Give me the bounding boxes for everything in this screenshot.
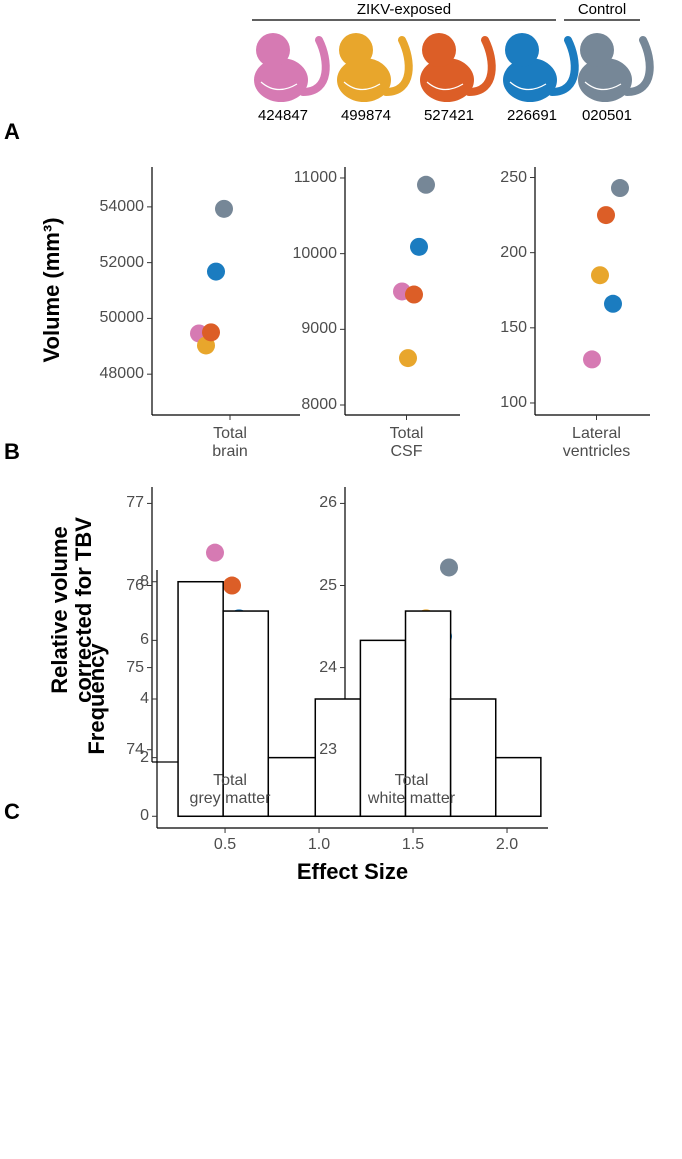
monkey-head (580, 33, 614, 67)
x-tick-label: 0.5 (213, 836, 237, 853)
monkey-body (420, 58, 474, 102)
monkey-head (505, 33, 539, 67)
x-axis-label: Effect Size (296, 859, 409, 884)
point (611, 179, 629, 198)
point (223, 576, 241, 595)
monkey-tail (623, 36, 654, 96)
y-tick-label: 76 (126, 576, 144, 594)
point (405, 285, 423, 304)
y-axis-label: Volume (mm³) (38, 217, 64, 363)
y-tick-label: 250 (500, 168, 527, 186)
y-tick-label: 100 (500, 394, 527, 412)
legend-id: 424847 (257, 106, 309, 124)
point (215, 199, 233, 218)
bar (449, 698, 497, 818)
monkey-tail (382, 36, 413, 96)
x-tick-label: 2.0 (495, 836, 519, 853)
y-tick-label: 74 (126, 740, 144, 758)
y-tick-label: 75 (126, 658, 144, 676)
monkey-arm (426, 81, 464, 91)
point (206, 543, 224, 562)
y-tick-label: 8000 (301, 396, 337, 414)
monkey-head (422, 33, 456, 67)
x-tick-label: 1.5 (401, 836, 425, 853)
x-tick-label: Total white matter (367, 772, 456, 807)
monkey-arm (343, 81, 381, 91)
y-tick-label: 25 (319, 576, 337, 594)
y-tick-label: 2 (140, 748, 149, 766)
y-tick-label: 8 (140, 572, 149, 590)
legend-id: 527421 (423, 106, 475, 124)
bar (314, 698, 362, 818)
monkey-head (339, 33, 373, 67)
monkey-arm (509, 81, 547, 91)
monkey-body (578, 58, 632, 102)
monkey-tail (299, 36, 330, 96)
y-tick-label: 26 (319, 494, 337, 512)
panel-label: A (4, 118, 20, 144)
y-tick-label: 48000 (99, 365, 145, 383)
monkey-arm (584, 81, 622, 91)
x-tick-label: Total brain (212, 425, 248, 460)
legend-id: 226691 (506, 106, 558, 124)
y-tick-label: 24 (319, 658, 337, 676)
y-tick-label: 52000 (99, 253, 145, 271)
point (417, 175, 435, 194)
y-tick-label: 150 (500, 319, 527, 337)
y-tick-label: 50000 (99, 309, 145, 327)
bar (177, 580, 224, 818)
y-axis-label: Frequency (83, 643, 109, 755)
bar (404, 610, 452, 818)
panel-label: B (4, 438, 20, 464)
point (399, 349, 417, 368)
bar (267, 756, 317, 818)
point (440, 558, 458, 577)
monkey-body (337, 58, 391, 102)
y-tick-label: 6 (140, 631, 149, 649)
x-tick-label: Total CSF (389, 425, 424, 460)
point (604, 294, 622, 313)
bar (494, 756, 542, 818)
bar (359, 639, 407, 818)
point (410, 237, 428, 256)
y-tick-label: 10000 (292, 244, 338, 262)
x-tick-label: Total grey matter (189, 772, 271, 807)
monkey-tail (465, 36, 496, 96)
legend-id: 020501 (581, 106, 633, 124)
monkey-body (503, 58, 557, 102)
x-tick-label: 1.0 (307, 836, 331, 853)
legend-group-label: Control (577, 0, 627, 18)
y-tick-label: 0 (140, 807, 149, 825)
panel-label: C (4, 798, 20, 824)
monkey-head (256, 33, 290, 67)
point (202, 323, 220, 342)
monkey-arm (260, 81, 298, 91)
legend-id: 499874 (340, 106, 392, 124)
monkey-tail (548, 36, 579, 96)
y-tick-label: 23 (319, 740, 337, 758)
point (583, 350, 601, 369)
point (591, 266, 609, 285)
y-tick-label: 9000 (301, 320, 337, 338)
legend-group-label: ZIKV-exposed (356, 0, 452, 18)
y-tick-label: 11000 (293, 169, 337, 187)
y-tick-label: 4 (140, 690, 149, 708)
monkey-body (254, 58, 308, 102)
point (597, 206, 615, 225)
point (207, 262, 225, 281)
y-tick-label: 54000 (99, 198, 145, 216)
y-tick-label: 77 (126, 494, 144, 512)
x-tick-label: Lateral ventricles (562, 425, 631, 460)
bar (222, 610, 270, 818)
y-tick-label: 200 (500, 243, 527, 261)
